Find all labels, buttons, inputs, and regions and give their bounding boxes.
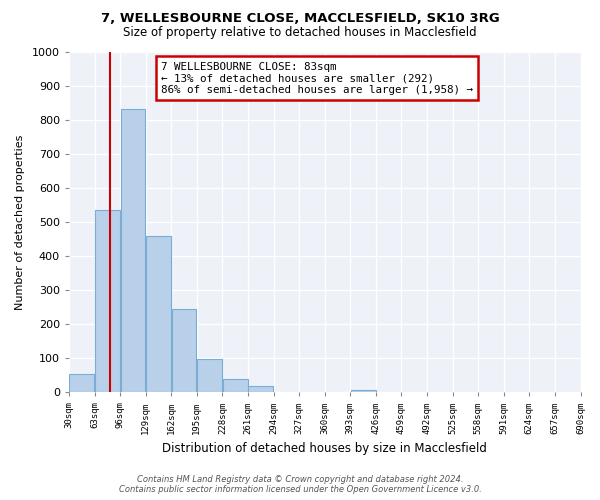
Bar bbox=[223, 380, 248, 392]
Bar bbox=[248, 386, 273, 392]
Y-axis label: Number of detached properties: Number of detached properties bbox=[15, 134, 25, 310]
Bar bbox=[70, 374, 94, 392]
Text: Contains HM Land Registry data © Crown copyright and database right 2024.
Contai: Contains HM Land Registry data © Crown c… bbox=[119, 474, 481, 494]
Bar bbox=[95, 210, 120, 392]
Text: Size of property relative to detached houses in Macclesfield: Size of property relative to detached ho… bbox=[123, 26, 477, 39]
Bar bbox=[121, 110, 145, 393]
Text: 7 WELLESBOURNE CLOSE: 83sqm
← 13% of detached houses are smaller (292)
86% of se: 7 WELLESBOURNE CLOSE: 83sqm ← 13% of det… bbox=[161, 62, 473, 95]
Bar bbox=[197, 360, 222, 392]
X-axis label: Distribution of detached houses by size in Macclesfield: Distribution of detached houses by size … bbox=[162, 442, 487, 455]
Text: 7, WELLESBOURNE CLOSE, MACCLESFIELD, SK10 3RG: 7, WELLESBOURNE CLOSE, MACCLESFIELD, SK1… bbox=[101, 12, 499, 26]
Bar bbox=[172, 309, 196, 392]
Bar bbox=[351, 390, 376, 392]
Bar bbox=[146, 236, 171, 392]
